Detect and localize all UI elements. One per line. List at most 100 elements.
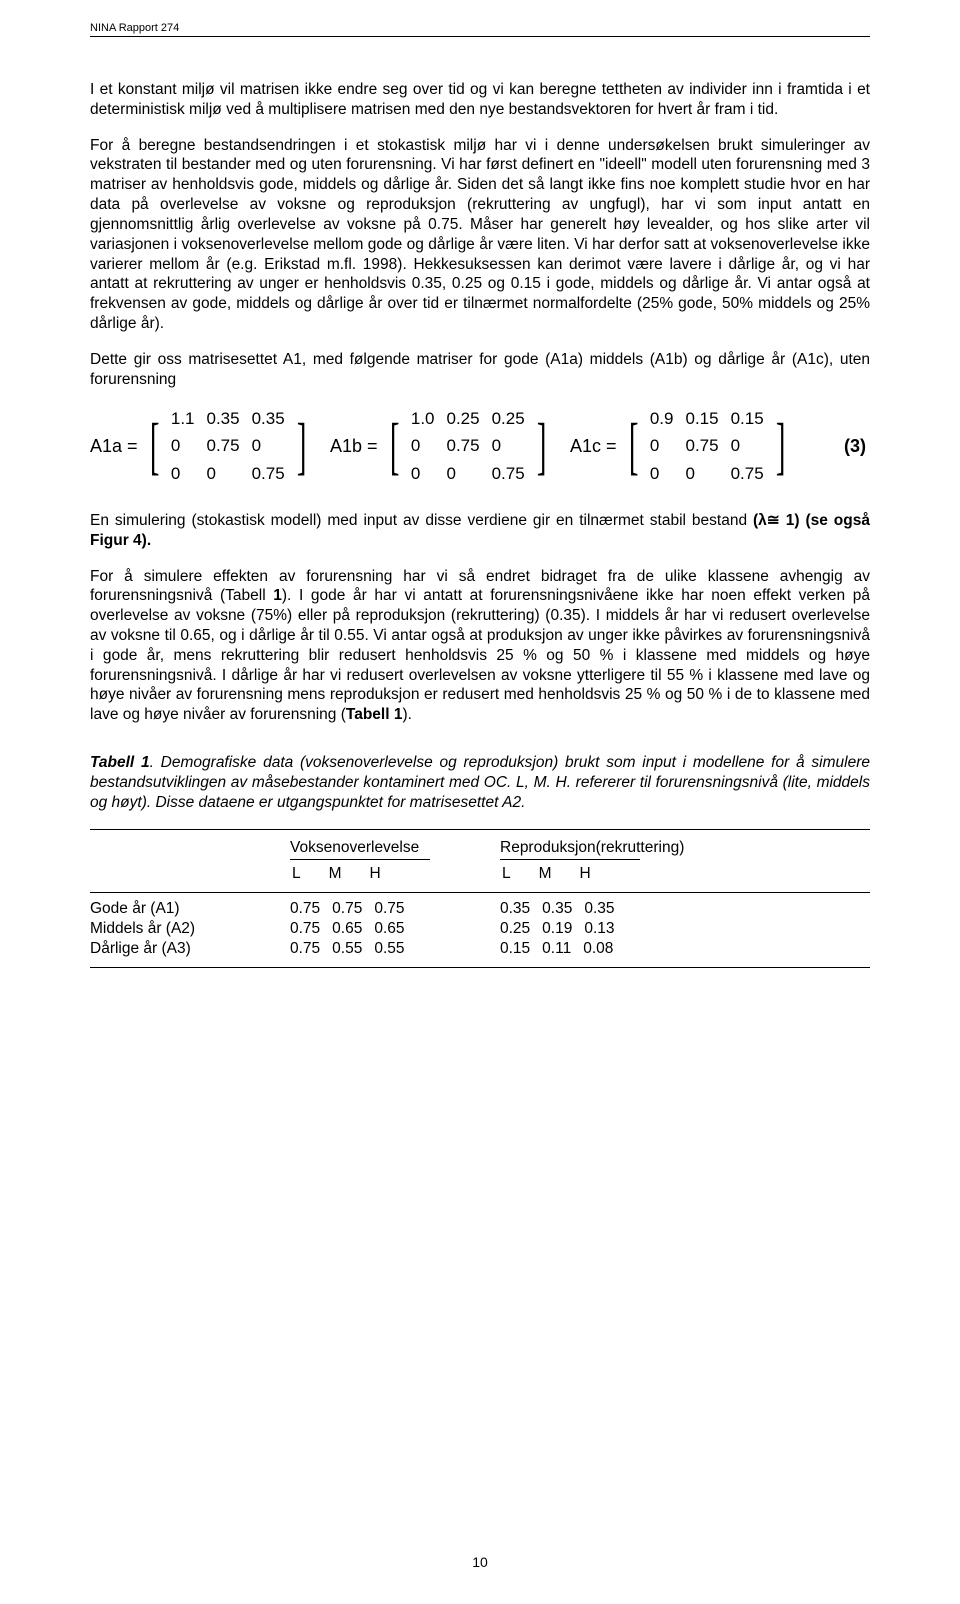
col-L: L xyxy=(502,864,511,884)
matrix-A1b-grid: 1.0 0.25 0.25 0 0.75 0 0 0 0.75 xyxy=(411,408,525,485)
table-rule-top xyxy=(90,829,870,830)
paragraph-1: I et konstant miljø vil matrisen ikke en… xyxy=(90,80,870,120)
matrix-A1b-label: A1b = xyxy=(330,435,378,458)
cell: 0.35 xyxy=(207,408,240,430)
cell: 0.15 xyxy=(500,939,530,959)
cell: 0.25 xyxy=(492,408,525,430)
table-subrule-2 xyxy=(500,859,640,860)
cell: 0 xyxy=(492,435,525,457)
col-L: L xyxy=(292,864,301,884)
cell: 0.25 xyxy=(500,919,530,939)
cell: 0.75 xyxy=(252,463,285,485)
matrix-A1c-grid: 0.9 0.15 0.15 0 0.75 0 0 0 0.75 xyxy=(650,408,764,485)
cell: 0.75 xyxy=(332,899,362,919)
row-vals-v: 0.75 0.75 0.75 xyxy=(290,899,500,919)
cell: 0.15 xyxy=(685,408,718,430)
cell: 0.75 xyxy=(447,435,480,457)
paragraph-3: Dette gir oss matrisesettet A1, med følg… xyxy=(90,350,870,390)
bracket-right: ] xyxy=(297,419,307,473)
table-header-group-2: Reproduksjon(rekruttering) L M H xyxy=(500,838,710,885)
table-row: Dårlige år (A3) 0.75 0.55 0.55 0.15 0.11… xyxy=(90,939,870,959)
cell: 0 xyxy=(207,463,240,485)
row-vals-r: 0.25 0.19 0.13 xyxy=(500,919,710,939)
col-M: M xyxy=(329,864,342,884)
bracket-left: [ xyxy=(628,419,638,473)
table-subheaders-2: L M H xyxy=(500,864,710,884)
bracket-left: [ xyxy=(389,419,399,473)
cell: 0.55 xyxy=(332,939,362,959)
cell: 0.65 xyxy=(374,919,404,939)
table-caption-text: . Demografiske data (voksenoverlevelse o… xyxy=(90,754,870,811)
matrix-A1a-label: A1a = xyxy=(90,435,138,458)
cell: 0.9 xyxy=(650,408,674,430)
cell: 0.11 xyxy=(542,939,571,959)
row-label: Dårlige år (A3) xyxy=(90,939,290,959)
row-label: Middels år (A2) xyxy=(90,919,290,939)
cell: 0.55 xyxy=(374,939,404,959)
table-subrule-1 xyxy=(290,859,430,860)
cell: 0 xyxy=(171,435,195,457)
col-H: H xyxy=(370,864,381,884)
table-header-label-2: Reproduksjon(rekruttering) xyxy=(500,838,710,858)
equation-number: (3) xyxy=(844,435,870,458)
cell: 0 xyxy=(252,435,285,457)
cell: 0.75 xyxy=(492,463,525,485)
row-vals-v: 0.75 0.55 0.55 xyxy=(290,939,500,959)
paragraph-2: For å beregne bestandsendringen i et sto… xyxy=(90,136,870,334)
cell: 0 xyxy=(650,463,674,485)
cell: 0 xyxy=(411,435,435,457)
matrix-A1a-grid: 1.1 0.35 0.35 0 0.75 0 0 0 0.75 xyxy=(171,408,285,485)
cell: 0.08 xyxy=(583,939,613,959)
cell: 1.1 xyxy=(171,408,195,430)
cell: 0 xyxy=(447,463,480,485)
cell: 0.13 xyxy=(584,919,614,939)
cell: 0 xyxy=(731,435,764,457)
table-header-spacer xyxy=(90,838,290,885)
table-1: Voksenoverlevelse L M H Reproduksjon(rek… xyxy=(90,829,870,968)
cell: 0.75 xyxy=(731,463,764,485)
cell: 0.75 xyxy=(374,899,404,919)
row-vals-v: 0.75 0.65 0.65 xyxy=(290,919,500,939)
table-row: Gode år (A1) 0.75 0.75 0.75 0.35 0.35 0.… xyxy=(90,899,870,919)
cell: 0.35 xyxy=(584,899,614,919)
page-number: 10 xyxy=(0,1554,960,1570)
paragraph-5c: ). xyxy=(402,706,411,723)
row-label: Gode år (A1) xyxy=(90,899,290,919)
table-ref-2: Tabell 1 xyxy=(346,706,403,723)
cell: 0.15 xyxy=(731,408,764,430)
table-header-group-1: Voksenoverlevelse L M H xyxy=(290,838,500,885)
paragraph-5: For å simulere effekten av forurensning … xyxy=(90,567,870,726)
cell: 0 xyxy=(650,435,674,457)
cell: 0 xyxy=(685,463,718,485)
cell: 0.75 xyxy=(290,939,320,959)
paragraph-4-text: En simulering (stokastisk modell) med in… xyxy=(90,512,753,529)
bracket-right: ] xyxy=(537,419,547,473)
table-subheaders-1: L M H xyxy=(290,864,500,884)
cell: 0.35 xyxy=(252,408,285,430)
matrix-equation: A1a = [ 1.1 0.35 0.35 0 0.75 0 0 0 0.75 … xyxy=(90,408,870,485)
bracket-right: ] xyxy=(776,419,786,473)
table-body: Gode år (A1) 0.75 0.75 0.75 0.35 0.35 0.… xyxy=(90,899,870,958)
col-H: H xyxy=(580,864,591,884)
cell: 0.75 xyxy=(290,919,320,939)
table-caption: Tabell 1. Demografiske data (voksenoverl… xyxy=(90,753,870,812)
running-header: NINA Rapport 274 xyxy=(90,22,179,34)
bracket-left: [ xyxy=(149,419,159,473)
cell: 0.19 xyxy=(542,919,572,939)
matrix-A1b: A1b = [ 1.0 0.25 0.25 0 0.75 0 0 0 0.75 … xyxy=(330,408,552,485)
cell: 0 xyxy=(411,463,435,485)
cell: 0.75 xyxy=(290,899,320,919)
page: NINA Rapport 274 I et konstant miljø vil… xyxy=(0,0,960,1604)
cell: 0.35 xyxy=(542,899,572,919)
table-header-label-1: Voksenoverlevelse xyxy=(290,838,500,858)
table-rule-bottom xyxy=(90,967,870,968)
table-caption-label: Tabell 1 xyxy=(90,754,150,771)
table-header: Voksenoverlevelse L M H Reproduksjon(rek… xyxy=(90,838,870,885)
row-vals-r: 0.15 0.11 0.08 xyxy=(500,939,710,959)
cell: 0 xyxy=(171,463,195,485)
table-ref-1: 1 xyxy=(273,587,282,604)
cell: 1.0 xyxy=(411,408,435,430)
cell: 0.65 xyxy=(332,919,362,939)
matrix-A1a: A1a = [ 1.1 0.35 0.35 0 0.75 0 0 0 0.75 … xyxy=(90,408,312,485)
content-area: I et konstant miljø vil matrisen ikke en… xyxy=(90,80,870,968)
